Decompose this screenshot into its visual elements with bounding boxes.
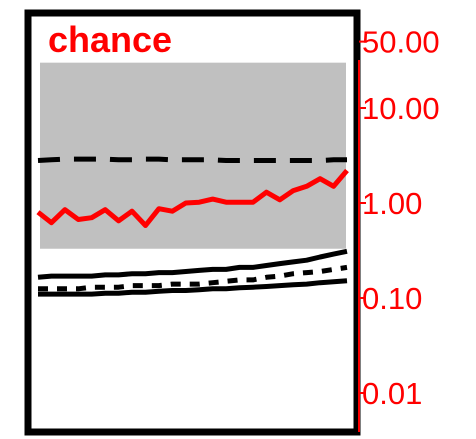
series-line-1	[37, 156, 347, 163]
plot-frame	[24, 9, 361, 436]
series-layer	[36, 156, 349, 297]
series-line-2	[36, 168, 349, 228]
series-line-4	[38, 264, 348, 292]
y-tick-label: 0.01	[362, 376, 422, 411]
series-line-3	[37, 248, 348, 280]
chart-title: chance	[48, 19, 172, 60]
y-tick-label: 0.10	[362, 281, 422, 316]
y-tick-label: 10.00	[362, 91, 440, 126]
y-tick-label: 1.00	[362, 186, 422, 221]
y-axis-ticks: 50.00 10.00 1.00 0.10 0.01	[359, 25, 440, 411]
series-line-5	[38, 278, 348, 297]
y-tick-label: 50.00	[362, 25, 440, 60]
